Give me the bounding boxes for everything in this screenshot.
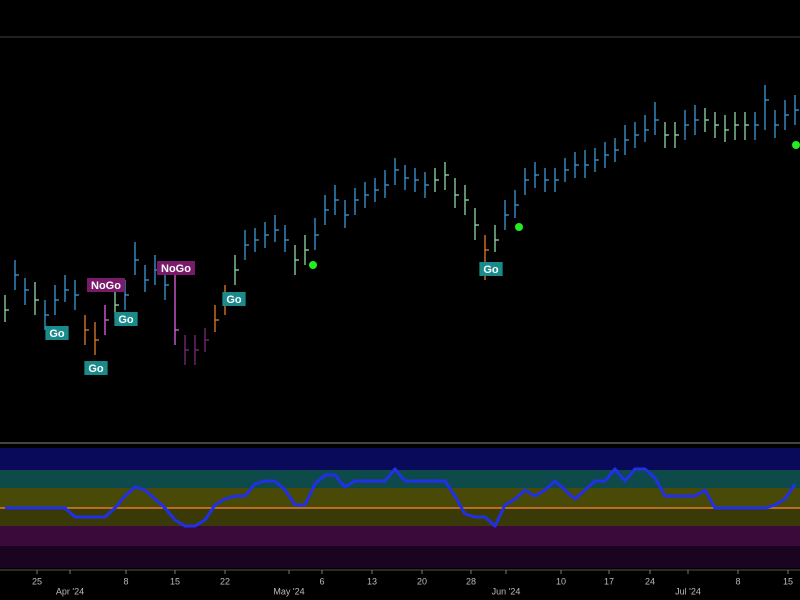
band	[0, 508, 800, 526]
x-tick-label: 20	[417, 576, 427, 586]
annotation-label: Go	[483, 264, 499, 276]
band	[0, 470, 800, 488]
x-tick-label: 8	[123, 576, 128, 586]
x-tick-label: Jun '24	[492, 586, 521, 596]
annotation-label: NoGo	[91, 280, 121, 292]
annotation-box	[84, 361, 108, 375]
annotation-box	[114, 312, 138, 326]
band	[0, 546, 800, 568]
x-tick-label: May '24	[273, 586, 304, 596]
x-tick-label: 28	[466, 576, 476, 586]
signal-dot	[515, 223, 523, 231]
x-tick-label: Jul '24	[675, 586, 701, 596]
x-tick-label: 22	[220, 576, 230, 586]
annotation-box	[45, 326, 69, 340]
x-tick-label: 13	[367, 576, 377, 586]
x-tick-label: Apr '24	[56, 586, 84, 596]
annotation-label: NoGo	[161, 263, 191, 275]
annotation-label: Go	[88, 363, 104, 375]
band	[0, 488, 800, 508]
annotation-label: Go	[49, 328, 65, 340]
band	[0, 448, 800, 470]
x-tick-label: 15	[170, 576, 180, 586]
signal-dot	[792, 141, 800, 149]
x-tick-label: 15	[783, 576, 793, 586]
x-tick-label: 25	[32, 576, 42, 586]
x-tick-label: 6	[319, 576, 324, 586]
annotation-box	[479, 262, 503, 276]
x-tick-label: 8	[735, 576, 740, 586]
annotation-label: Go	[226, 294, 242, 306]
oscillator-line	[5, 467, 797, 528]
x-tick-label: 17	[604, 576, 614, 586]
x-tick-label: 10	[556, 576, 566, 586]
annotation-label: Go	[118, 314, 134, 326]
annotation-box	[222, 292, 246, 306]
annotation-box	[87, 278, 125, 292]
annotation-box	[157, 261, 195, 275]
x-tick-label: 24	[645, 576, 655, 586]
signal-dot	[309, 261, 317, 269]
band	[0, 526, 800, 546]
